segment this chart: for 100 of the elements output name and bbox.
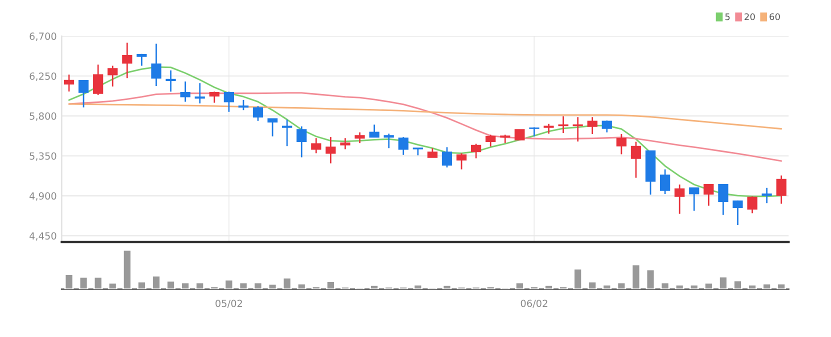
candlestick: [209, 90, 220, 104]
bar: [122, 250, 132, 290]
bar: [616, 282, 626, 290]
bar: [588, 281, 598, 290]
candlestick: [486, 134, 496, 148]
bar: [326, 280, 336, 290]
candlestick: [704, 184, 714, 206]
bar: [137, 281, 146, 290]
candlestick: [762, 187, 772, 204]
candlestick: [354, 132, 365, 144]
x-tick-label: 05/02: [216, 300, 242, 308]
y-tick-label: 4,450: [30, 232, 56, 241]
bar: [398, 286, 408, 290]
candlestick: [427, 147, 438, 158]
candlestick: [660, 168, 670, 195]
bar: [384, 286, 394, 290]
y-tick-label: 4,900: [30, 192, 56, 201]
bar: [558, 286, 568, 290]
bar: [762, 282, 772, 290]
line-series: [68, 103, 782, 130]
bar: [602, 284, 612, 290]
bar: [311, 286, 321, 290]
bar: [544, 284, 554, 290]
bar: [166, 280, 176, 290]
bar: [530, 286, 539, 290]
legend-label: 60: [770, 13, 780, 20]
candlestick: [689, 187, 700, 212]
candlestick: [267, 118, 278, 138]
candlestick: [674, 184, 685, 215]
candlestick: [558, 116, 568, 134]
candlestick: [78, 79, 89, 108]
bar: [64, 274, 74, 290]
bar: [78, 276, 88, 290]
candlestick: [602, 120, 612, 134]
candlestick: [64, 74, 74, 92]
candlestick: [108, 65, 118, 88]
candlestick: [384, 132, 394, 149]
candlestick: [122, 42, 132, 79]
candlestick: [616, 133, 626, 155]
bar: [152, 275, 161, 290]
candlestick: [311, 137, 322, 154]
bar: [631, 264, 641, 290]
legend-label: 20: [744, 13, 755, 20]
candlestick: [340, 137, 350, 150]
candlestick: [282, 118, 292, 147]
candlestick: [456, 152, 467, 170]
candlestick: [93, 64, 104, 96]
candlestick: [194, 82, 205, 104]
candlestick: [296, 126, 307, 158]
bar: [776, 282, 786, 290]
y-tick-label: 6,700: [30, 32, 56, 41]
candlestick: [514, 129, 525, 142]
bar: [704, 282, 714, 290]
bar: [93, 276, 103, 290]
candlestick: [326, 136, 336, 164]
bar: [718, 276, 728, 290]
bar: [370, 284, 379, 290]
bar: [238, 282, 248, 290]
y-tick-label: 6,250: [30, 72, 56, 81]
candlestick: [572, 116, 583, 142]
candlestick: [630, 141, 642, 178]
bar: [282, 277, 292, 290]
candlestick: [587, 116, 598, 135]
bar: [486, 286, 496, 290]
bar: [180, 282, 190, 290]
y-tick-label: 5,350: [30, 152, 56, 161]
candlestick: [544, 123, 554, 134]
candlestick: [166, 70, 176, 92]
bar: [733, 280, 742, 290]
candlestick: [412, 147, 423, 156]
bar: [689, 284, 699, 290]
bar: [268, 283, 278, 290]
line-series: [68, 92, 782, 162]
bar: [514, 282, 524, 290]
candlestick: [732, 200, 743, 226]
y-tick-label: 5,800: [30, 112, 56, 121]
bar: [748, 284, 757, 290]
bar: [442, 284, 452, 290]
candlestick: [471, 143, 482, 159]
bar: [471, 286, 481, 290]
legend-label: 5: [725, 13, 730, 20]
bar: [573, 268, 583, 290]
candlestick: [224, 90, 234, 113]
candlestick: [151, 43, 162, 87]
bar: [456, 286, 466, 290]
candlestick: [442, 146, 452, 168]
bar: [660, 282, 670, 290]
candlestick: [180, 80, 190, 102]
bar: [340, 286, 350, 290]
candlestick: [369, 124, 380, 138]
candlestick: [776, 174, 786, 204]
candlestick: [718, 184, 728, 216]
bar: [210, 286, 220, 290]
bar: [108, 282, 118, 290]
bar: [646, 268, 656, 290]
bar: [413, 284, 423, 290]
candlestick: [252, 105, 264, 122]
candlestick: [398, 136, 408, 156]
candlestick: [238, 99, 249, 111]
x-tick-label: 06/02: [520, 300, 548, 308]
